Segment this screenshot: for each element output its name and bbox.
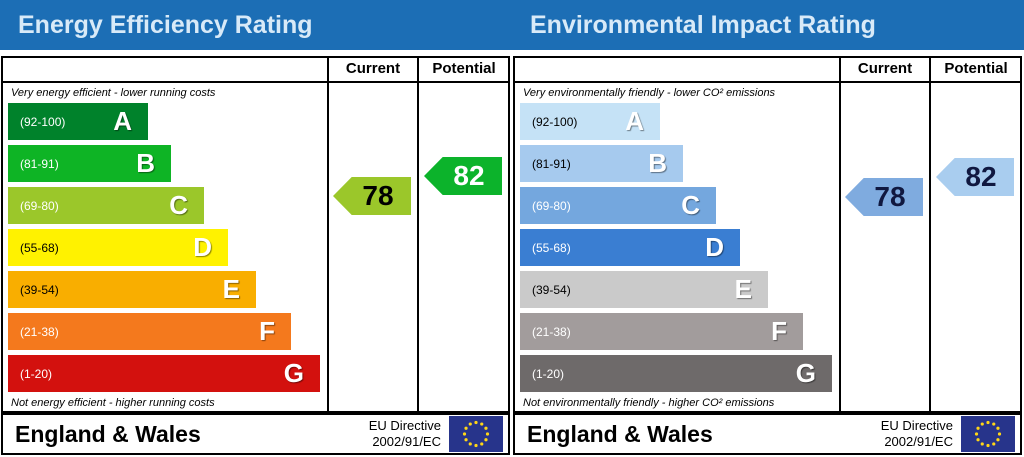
bands: (92-100) A (81-91) B (69-80) C (55-68) D (39-54)… bbox=[8, 103, 320, 397]
band-grade: F bbox=[259, 316, 275, 346]
band-c: (69-80) C bbox=[8, 187, 204, 224]
band-grade: B bbox=[136, 148, 155, 178]
band-d: (55-68) D bbox=[8, 229, 228, 266]
band-range: (1-20) bbox=[20, 366, 53, 381]
eu-directive-label: EU Directive 2002/91/EC bbox=[369, 418, 441, 451]
top-note: Very environmentally friendly - lower CO… bbox=[523, 87, 776, 99]
band-grade: G bbox=[283, 358, 304, 388]
eu-flag-icon bbox=[449, 416, 503, 452]
band-range: (55-68) bbox=[20, 240, 59, 255]
panel-title: Environmental Impact Rating bbox=[512, 0, 1024, 50]
band-g: (1-20) G bbox=[8, 355, 320, 392]
band-grade: G bbox=[795, 358, 816, 388]
band-range: (92-100) bbox=[20, 114, 66, 129]
column-divider bbox=[417, 56, 419, 413]
band-range: (92-100) bbox=[532, 114, 578, 129]
arrow-current: 78 bbox=[333, 177, 411, 215]
panel-footer: England & Wales EU Directive 2002/91/EC bbox=[1, 413, 510, 455]
band-e: (39-54) E bbox=[520, 271, 768, 308]
environmental-impact-panel: Environmental Impact Rating Current Pote… bbox=[512, 0, 1024, 457]
band-grade: A bbox=[113, 106, 132, 136]
energy-efficiency-panel: Energy Efficiency Rating Current Potenti… bbox=[0, 0, 512, 457]
arrow-potential: 82 bbox=[424, 157, 502, 195]
band-grade: E bbox=[222, 274, 240, 304]
band-range: (69-80) bbox=[20, 198, 59, 213]
band-grade: D bbox=[193, 232, 212, 262]
band-grade: D bbox=[705, 232, 724, 262]
potential-column-header: Potential bbox=[944, 60, 1008, 77]
band-range: (21-38) bbox=[20, 324, 59, 339]
header-rule bbox=[1, 81, 510, 83]
eu-directive-label: EU Directive 2002/91/EC bbox=[881, 418, 953, 451]
band-a: (92-100) A bbox=[8, 103, 148, 140]
bottom-note: Not environmentally friendly - higher CO… bbox=[523, 397, 775, 409]
region-label: England & Wales bbox=[15, 420, 201, 447]
arrow-potential: 82 bbox=[936, 158, 1014, 196]
band-range: (21-38) bbox=[532, 324, 571, 339]
band-f: (21-38) F bbox=[520, 313, 803, 350]
band-g: (1-20) G bbox=[520, 355, 832, 392]
band-grade: C bbox=[681, 190, 700, 220]
eu-directive-line1: EU Directive bbox=[368, 417, 441, 433]
band-grade: A bbox=[625, 106, 644, 136]
band-grade: C bbox=[169, 190, 188, 220]
eu-directive-line1: EU Directive bbox=[880, 417, 953, 433]
band-range: (1-20) bbox=[532, 366, 565, 381]
band-range: (69-80) bbox=[532, 198, 571, 213]
arrow-current: 78 bbox=[845, 178, 923, 216]
band-grade: F bbox=[771, 316, 787, 346]
band-grade: E bbox=[734, 274, 752, 304]
band-d: (55-68) D bbox=[520, 229, 740, 266]
band-e: (39-54) E bbox=[8, 271, 256, 308]
bottom-note: Not energy efficient - higher running co… bbox=[11, 397, 215, 409]
top-note: Very energy efficient - lower running co… bbox=[11, 87, 216, 99]
panel-title: Energy Efficiency Rating bbox=[0, 0, 512, 50]
band-c: (69-80) C bbox=[520, 187, 716, 224]
band-b: (81-91) B bbox=[520, 145, 683, 182]
band-range: (39-54) bbox=[20, 282, 59, 297]
potential-column-header: Potential bbox=[432, 60, 496, 77]
band-f: (21-38) F bbox=[8, 313, 291, 350]
bands: (92-100) A (81-91) B (69-80) C (55-68) D (39-54)… bbox=[520, 103, 832, 397]
header-rule bbox=[513, 81, 1022, 83]
region-label: England & Wales bbox=[527, 420, 713, 447]
panel-footer: England & Wales EU Directive 2002/91/EC bbox=[513, 413, 1022, 455]
band-range: (81-91) bbox=[532, 156, 571, 171]
band-range: (39-54) bbox=[532, 282, 571, 297]
eu-directive-line2: 2002/91/EC bbox=[884, 434, 953, 449]
eu-flag-icon bbox=[961, 416, 1015, 452]
band-range: (81-91) bbox=[20, 156, 59, 171]
band-b: (81-91) B bbox=[8, 145, 171, 182]
current-column-header: Current bbox=[857, 60, 913, 77]
column-divider bbox=[839, 56, 841, 413]
band-grade: B bbox=[648, 148, 667, 178]
column-divider bbox=[929, 56, 931, 413]
eu-directive-line2: 2002/91/EC bbox=[372, 434, 441, 449]
column-divider bbox=[327, 56, 329, 413]
current-column-header: Current bbox=[345, 60, 401, 77]
band-range: (55-68) bbox=[532, 240, 571, 255]
band-a: (92-100) A bbox=[520, 103, 660, 140]
